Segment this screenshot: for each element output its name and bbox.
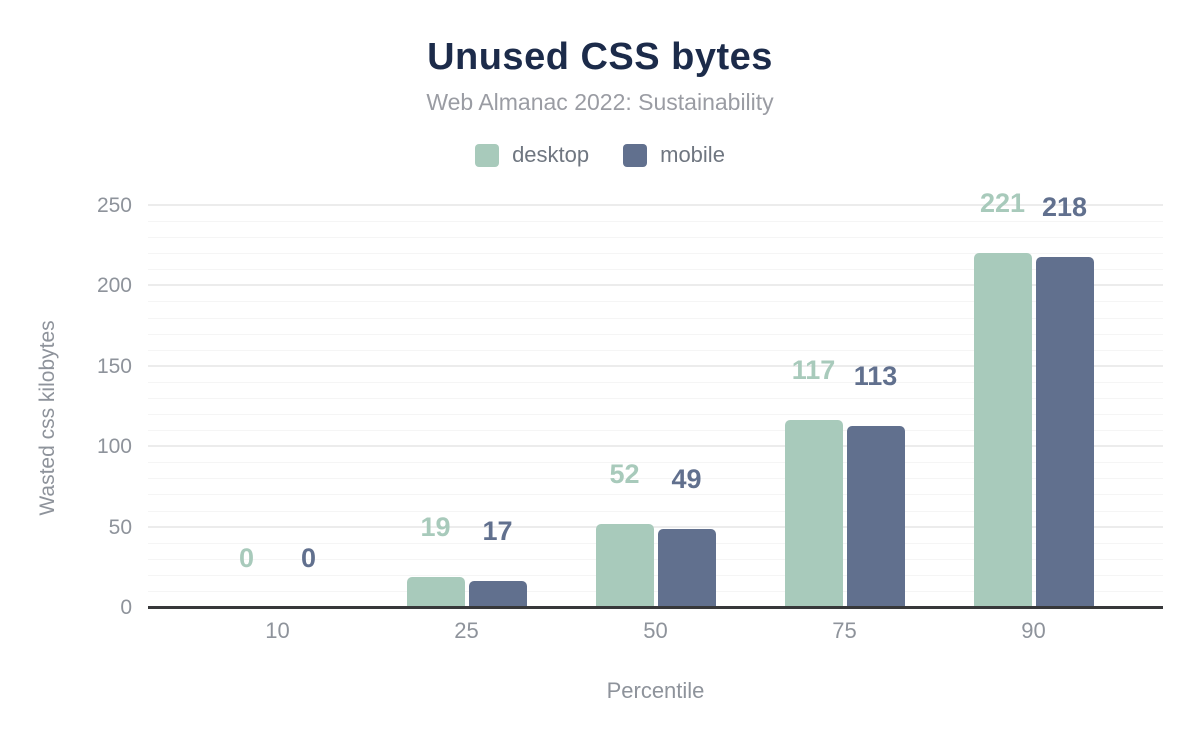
y-tick-0: 0	[120, 596, 132, 619]
y-tick-200: 200	[96, 274, 132, 298]
gridline-30	[148, 558, 1163, 560]
x-tick-25: 25	[454, 618, 479, 643]
x-axis-title: Percentile	[606, 678, 705, 703]
legend: desktop mobile	[0, 142, 1200, 168]
value-label-mobile-p75: 113	[853, 361, 898, 392]
x-axis-line	[148, 606, 1163, 609]
gridline-150	[148, 364, 1163, 367]
x-tick-75: 75	[832, 618, 857, 643]
gridline-110	[148, 430, 1163, 432]
gridline-210	[148, 269, 1163, 271]
y-tick-150: 150	[96, 354, 132, 378]
bar-mobile-p75	[846, 426, 905, 608]
gridline-230	[148, 237, 1163, 239]
bar-desktop-p25	[406, 577, 465, 608]
gridline-80	[148, 478, 1163, 480]
value-label-desktop-p90: 221	[979, 187, 1026, 218]
y-tick-50: 50	[108, 515, 132, 539]
y-tick-100: 100	[96, 435, 132, 459]
value-label-mobile-p50: 49	[671, 464, 702, 495]
value-label-mobile-p90: 218	[1041, 192, 1088, 223]
x-tick-90: 90	[1021, 618, 1046, 643]
gridline-40	[148, 542, 1163, 544]
gridline-140	[148, 381, 1163, 383]
chart-subtitle: Web Almanac 2022: Sustainability	[426, 89, 774, 115]
gridline-20	[148, 574, 1163, 576]
x-tick-10: 10	[265, 618, 290, 643]
legend-swatch-mobile	[623, 143, 648, 167]
bar-desktop-p90	[973, 252, 1032, 608]
gridline-190	[148, 301, 1163, 303]
gridline-90	[148, 462, 1163, 464]
value-label-desktop-p50: 52	[609, 459, 640, 490]
legend-item-desktop: desktop	[475, 142, 589, 168]
bar-mobile-p50	[657, 529, 716, 608]
legend-label-desktop: desktop	[512, 142, 590, 167]
gridline-170	[148, 333, 1163, 335]
value-label-mobile-p25: 17	[482, 515, 513, 546]
bar-mobile-p25	[468, 580, 527, 608]
y-tick-250: 250	[96, 194, 132, 217]
gridline-10	[148, 590, 1163, 592]
legend-item-mobile: mobile	[623, 142, 725, 168]
value-label-desktop-p75: 117	[791, 354, 836, 385]
gridline-240	[148, 221, 1163, 223]
gridline-120	[148, 414, 1163, 416]
gridline-50	[148, 525, 1163, 528]
chart-title: Unused CSS bytes	[427, 36, 773, 78]
bar-desktop-p75	[784, 419, 843, 608]
value-label-desktop-p10: 0	[238, 543, 255, 573]
gridline-130	[148, 397, 1163, 399]
gridline-60	[148, 510, 1163, 512]
legend-swatch-desktop	[475, 143, 500, 167]
plot-area: Percentile 0 50 100 150 200 250 0 0 10 19 17 25 52 49…	[97, 189, 1163, 703]
gridline-100	[148, 445, 1163, 448]
gridline-200	[148, 284, 1163, 287]
gridline-180	[148, 317, 1163, 319]
gridline-220	[148, 253, 1163, 255]
gridline-250	[148, 204, 1163, 206]
bar-desktop-p50	[595, 524, 654, 608]
value-label-mobile-p10: 0	[300, 543, 317, 573]
gridline-70	[148, 494, 1163, 496]
value-label-desktop-p25: 19	[420, 512, 451, 543]
legend-label-mobile: mobile	[660, 142, 725, 167]
x-tick-50: 50	[643, 618, 668, 643]
bar-mobile-p90	[1035, 257, 1094, 608]
gridline-160	[148, 349, 1163, 351]
y-axis-title: Wasted css kilobytes	[36, 320, 59, 516]
